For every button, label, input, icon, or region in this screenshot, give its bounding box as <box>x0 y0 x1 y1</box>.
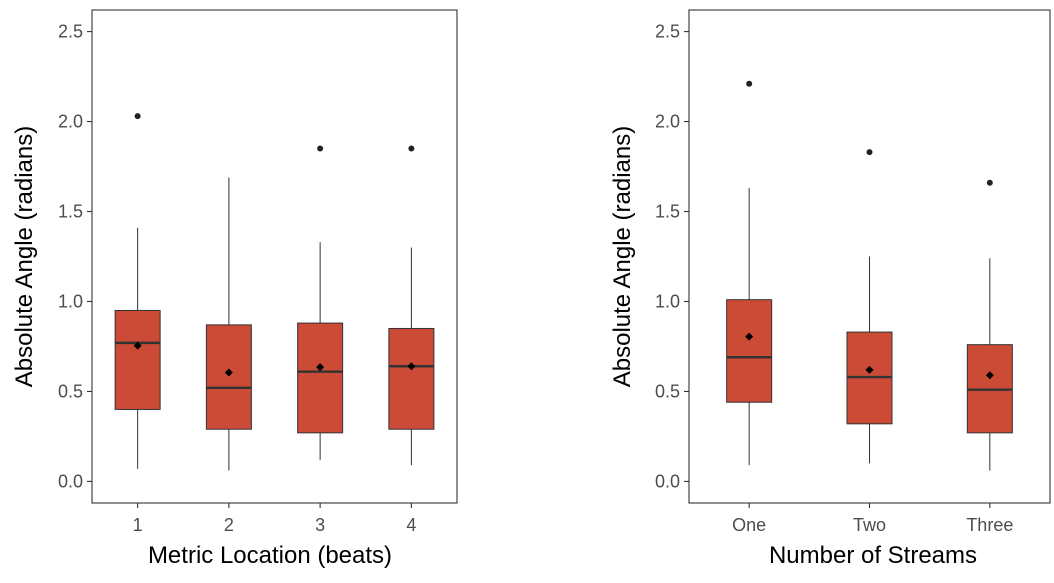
box-4 <box>388 145 435 466</box>
y-axis-title: Absolute Angle (radians) <box>11 126 38 388</box>
y-tick-label: 2.5 <box>58 22 83 42</box>
y-tick-label: 2.0 <box>58 112 83 132</box>
chart-panel-2: 0.0 0.5 1.0 1.5 2.0 2.5 One Two Three Number of S… <box>609 9 1051 569</box>
box-1 <box>114 113 161 469</box>
x-axis-title: Number of Streams <box>769 542 977 569</box>
mean-marker <box>745 332 754 341</box>
mean-marker <box>985 371 994 380</box>
outlier-point <box>317 145 324 152</box>
iqr-box <box>388 327 435 430</box>
mean-marker <box>224 368 233 377</box>
y-tick-label: 1.0 <box>58 291 83 311</box>
y-tick-label: 1.5 <box>655 202 680 222</box>
outlier-point <box>866 149 873 156</box>
x-tick-label: 1 <box>133 515 143 535</box>
box-Three <box>966 179 1013 471</box>
mean-marker <box>133 341 142 350</box>
mean-marker <box>865 365 874 374</box>
outlier-point <box>986 179 993 186</box>
y-axis-title: Absolute Angle (radians) <box>609 126 636 388</box>
y-tick-label: 0.5 <box>58 381 83 401</box>
x-axis-title: Metric Location (beats) <box>148 542 392 569</box>
y-tick-label: 2.5 <box>655 22 680 42</box>
iqr-box <box>726 299 773 403</box>
y-tick-label: 0.0 <box>655 471 680 491</box>
y-tick-label: 0.0 <box>58 471 83 491</box>
y-tick-label: 1.0 <box>655 291 680 311</box>
iqr-box <box>297 322 344 434</box>
outlier-point <box>746 80 753 87</box>
box-One <box>726 80 773 466</box>
iqr-box <box>114 309 161 410</box>
mean-marker <box>407 362 416 371</box>
box-2 <box>205 177 252 471</box>
x-tick-label: 2 <box>224 515 234 535</box>
chart-panel-1: 0.0 0.5 1.0 1.5 2.0 2.5 1 2 3 4 Metric Location (b… <box>11 9 458 569</box>
outlier-point <box>134 113 141 120</box>
iqr-box <box>205 324 252 430</box>
x-tick-label: Three <box>966 515 1013 535</box>
mean-marker <box>316 363 325 372</box>
x-tick-label: 4 <box>406 515 416 535</box>
x-tick-label: 3 <box>315 515 325 535</box>
outlier-point <box>408 145 415 152</box>
y-tick-label: 1.5 <box>58 202 83 222</box>
x-tick-label: Two <box>853 515 886 535</box>
panel-border <box>91 9 458 504</box>
box-3 <box>297 145 344 460</box>
y-tick-label: 2.0 <box>655 112 680 132</box>
y-tick-label: 0.5 <box>655 381 680 401</box>
box-Two <box>846 149 893 464</box>
x-tick-label: One <box>732 515 766 535</box>
